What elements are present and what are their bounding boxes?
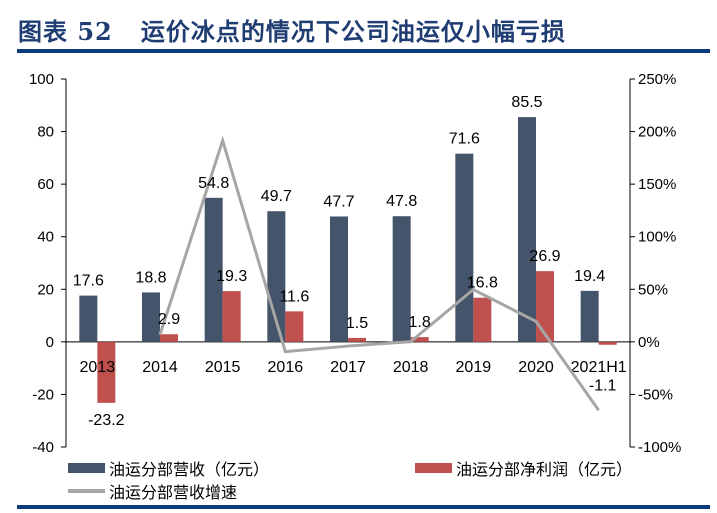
legend-label-growth: 油运分部营收增速 bbox=[109, 483, 238, 502]
profit-bar bbox=[285, 311, 304, 342]
figure-title: 图表 52 运价冰点的情况下公司油运仅小幅亏损 bbox=[18, 17, 566, 46]
legend-profit: 油运分部净利润（亿元） bbox=[415, 456, 632, 480]
right-tick-label: -100% bbox=[638, 439, 681, 456]
right-tick-label: 50% bbox=[638, 281, 668, 298]
profit-data-label: 26.9 bbox=[529, 248, 560, 265]
left-tick-label: 0 bbox=[46, 334, 54, 351]
profit-bar bbox=[348, 337, 366, 342]
category-label: 2014 bbox=[142, 359, 178, 376]
profit-data-label: 2.9 bbox=[158, 311, 180, 328]
profit-bar bbox=[222, 291, 241, 342]
left-tick-label: -20 bbox=[32, 386, 54, 403]
growth-line bbox=[158, 135, 600, 412]
right-tick-label: 200% bbox=[638, 124, 676, 141]
right-tick-label: 0% bbox=[638, 334, 660, 351]
revenue-data-label: 71.6 bbox=[449, 131, 480, 148]
profit-data-label: 1.5 bbox=[346, 315, 368, 332]
category-label: 2020 bbox=[518, 359, 554, 376]
profit-bar bbox=[97, 341, 116, 403]
revenue-data-label: 17.6 bbox=[73, 273, 104, 290]
legend-growth: 油运分部营收增速 bbox=[68, 479, 237, 503]
profit-bar bbox=[410, 337, 429, 342]
left-tick-label: 20 bbox=[37, 281, 54, 298]
revenue-data-label: 49.7 bbox=[261, 188, 292, 205]
revenue-bar bbox=[392, 216, 411, 342]
revenue-bar bbox=[518, 117, 536, 342]
left-tick-label: 60 bbox=[37, 176, 54, 193]
legend-swatch-profit bbox=[415, 463, 452, 473]
right-tick-label: 100% bbox=[638, 229, 676, 246]
title-rule bbox=[17, 49, 710, 53]
category-label: 2016 bbox=[268, 359, 304, 376]
profit-bar bbox=[598, 341, 617, 345]
category-label: 2019 bbox=[456, 359, 492, 376]
profit-bar bbox=[473, 297, 492, 342]
revenue-bar bbox=[204, 197, 223, 342]
revenue-data-label: 85.5 bbox=[511, 94, 542, 111]
legend-revenue: 油运分部营收（亿元） bbox=[68, 456, 269, 480]
legend-label-revenue: 油运分部营收（亿元） bbox=[109, 460, 270, 479]
profit-bar bbox=[536, 271, 554, 342]
category-label: 2017 bbox=[330, 359, 366, 376]
left-tick-label: 80 bbox=[37, 124, 54, 141]
profit-data-label: 1.8 bbox=[409, 314, 431, 331]
right-tick-label: 250% bbox=[638, 71, 676, 88]
profit-data-label: 11.6 bbox=[279, 288, 309, 305]
revenue-data-label: 47.8 bbox=[386, 193, 417, 210]
revenue-bar bbox=[142, 292, 160, 342]
left-tick-label: 100 bbox=[29, 71, 54, 88]
left-tick-label: -40 bbox=[32, 439, 54, 456]
revenue-bar bbox=[455, 153, 474, 342]
revenue-bar bbox=[580, 290, 599, 342]
profit-data-label: -23.2 bbox=[88, 412, 125, 429]
revenue-data-label: 19.4 bbox=[574, 268, 605, 285]
category-label: 2015 bbox=[205, 359, 241, 376]
revenue-data-label: 47.7 bbox=[323, 193, 354, 210]
revenue-bar bbox=[79, 295, 98, 342]
category-label: 2021H1 bbox=[571, 359, 627, 376]
right-tick-label: 150% bbox=[638, 176, 676, 193]
legend-swatch-growth bbox=[68, 489, 105, 493]
profit-bar bbox=[160, 334, 178, 342]
legend-label-profit: 油运分部净利润（亿元） bbox=[456, 460, 633, 479]
right-tick-label: -50% bbox=[638, 386, 673, 403]
bottom-rule bbox=[17, 505, 710, 509]
revenue-data-label: 54.8 bbox=[198, 175, 229, 192]
category-label: 2013 bbox=[80, 359, 116, 376]
profit-data-label: -1.1 bbox=[589, 378, 617, 395]
profit-data-label: 19.3 bbox=[216, 268, 247, 285]
left-tick-label: 40 bbox=[37, 229, 54, 246]
revenue-bar bbox=[330, 216, 348, 342]
profit-data-label: 16.8 bbox=[467, 275, 498, 292]
legend-swatch-revenue bbox=[68, 463, 105, 473]
revenue-data-label: 18.8 bbox=[135, 269, 166, 286]
category-label: 2018 bbox=[393, 359, 429, 376]
